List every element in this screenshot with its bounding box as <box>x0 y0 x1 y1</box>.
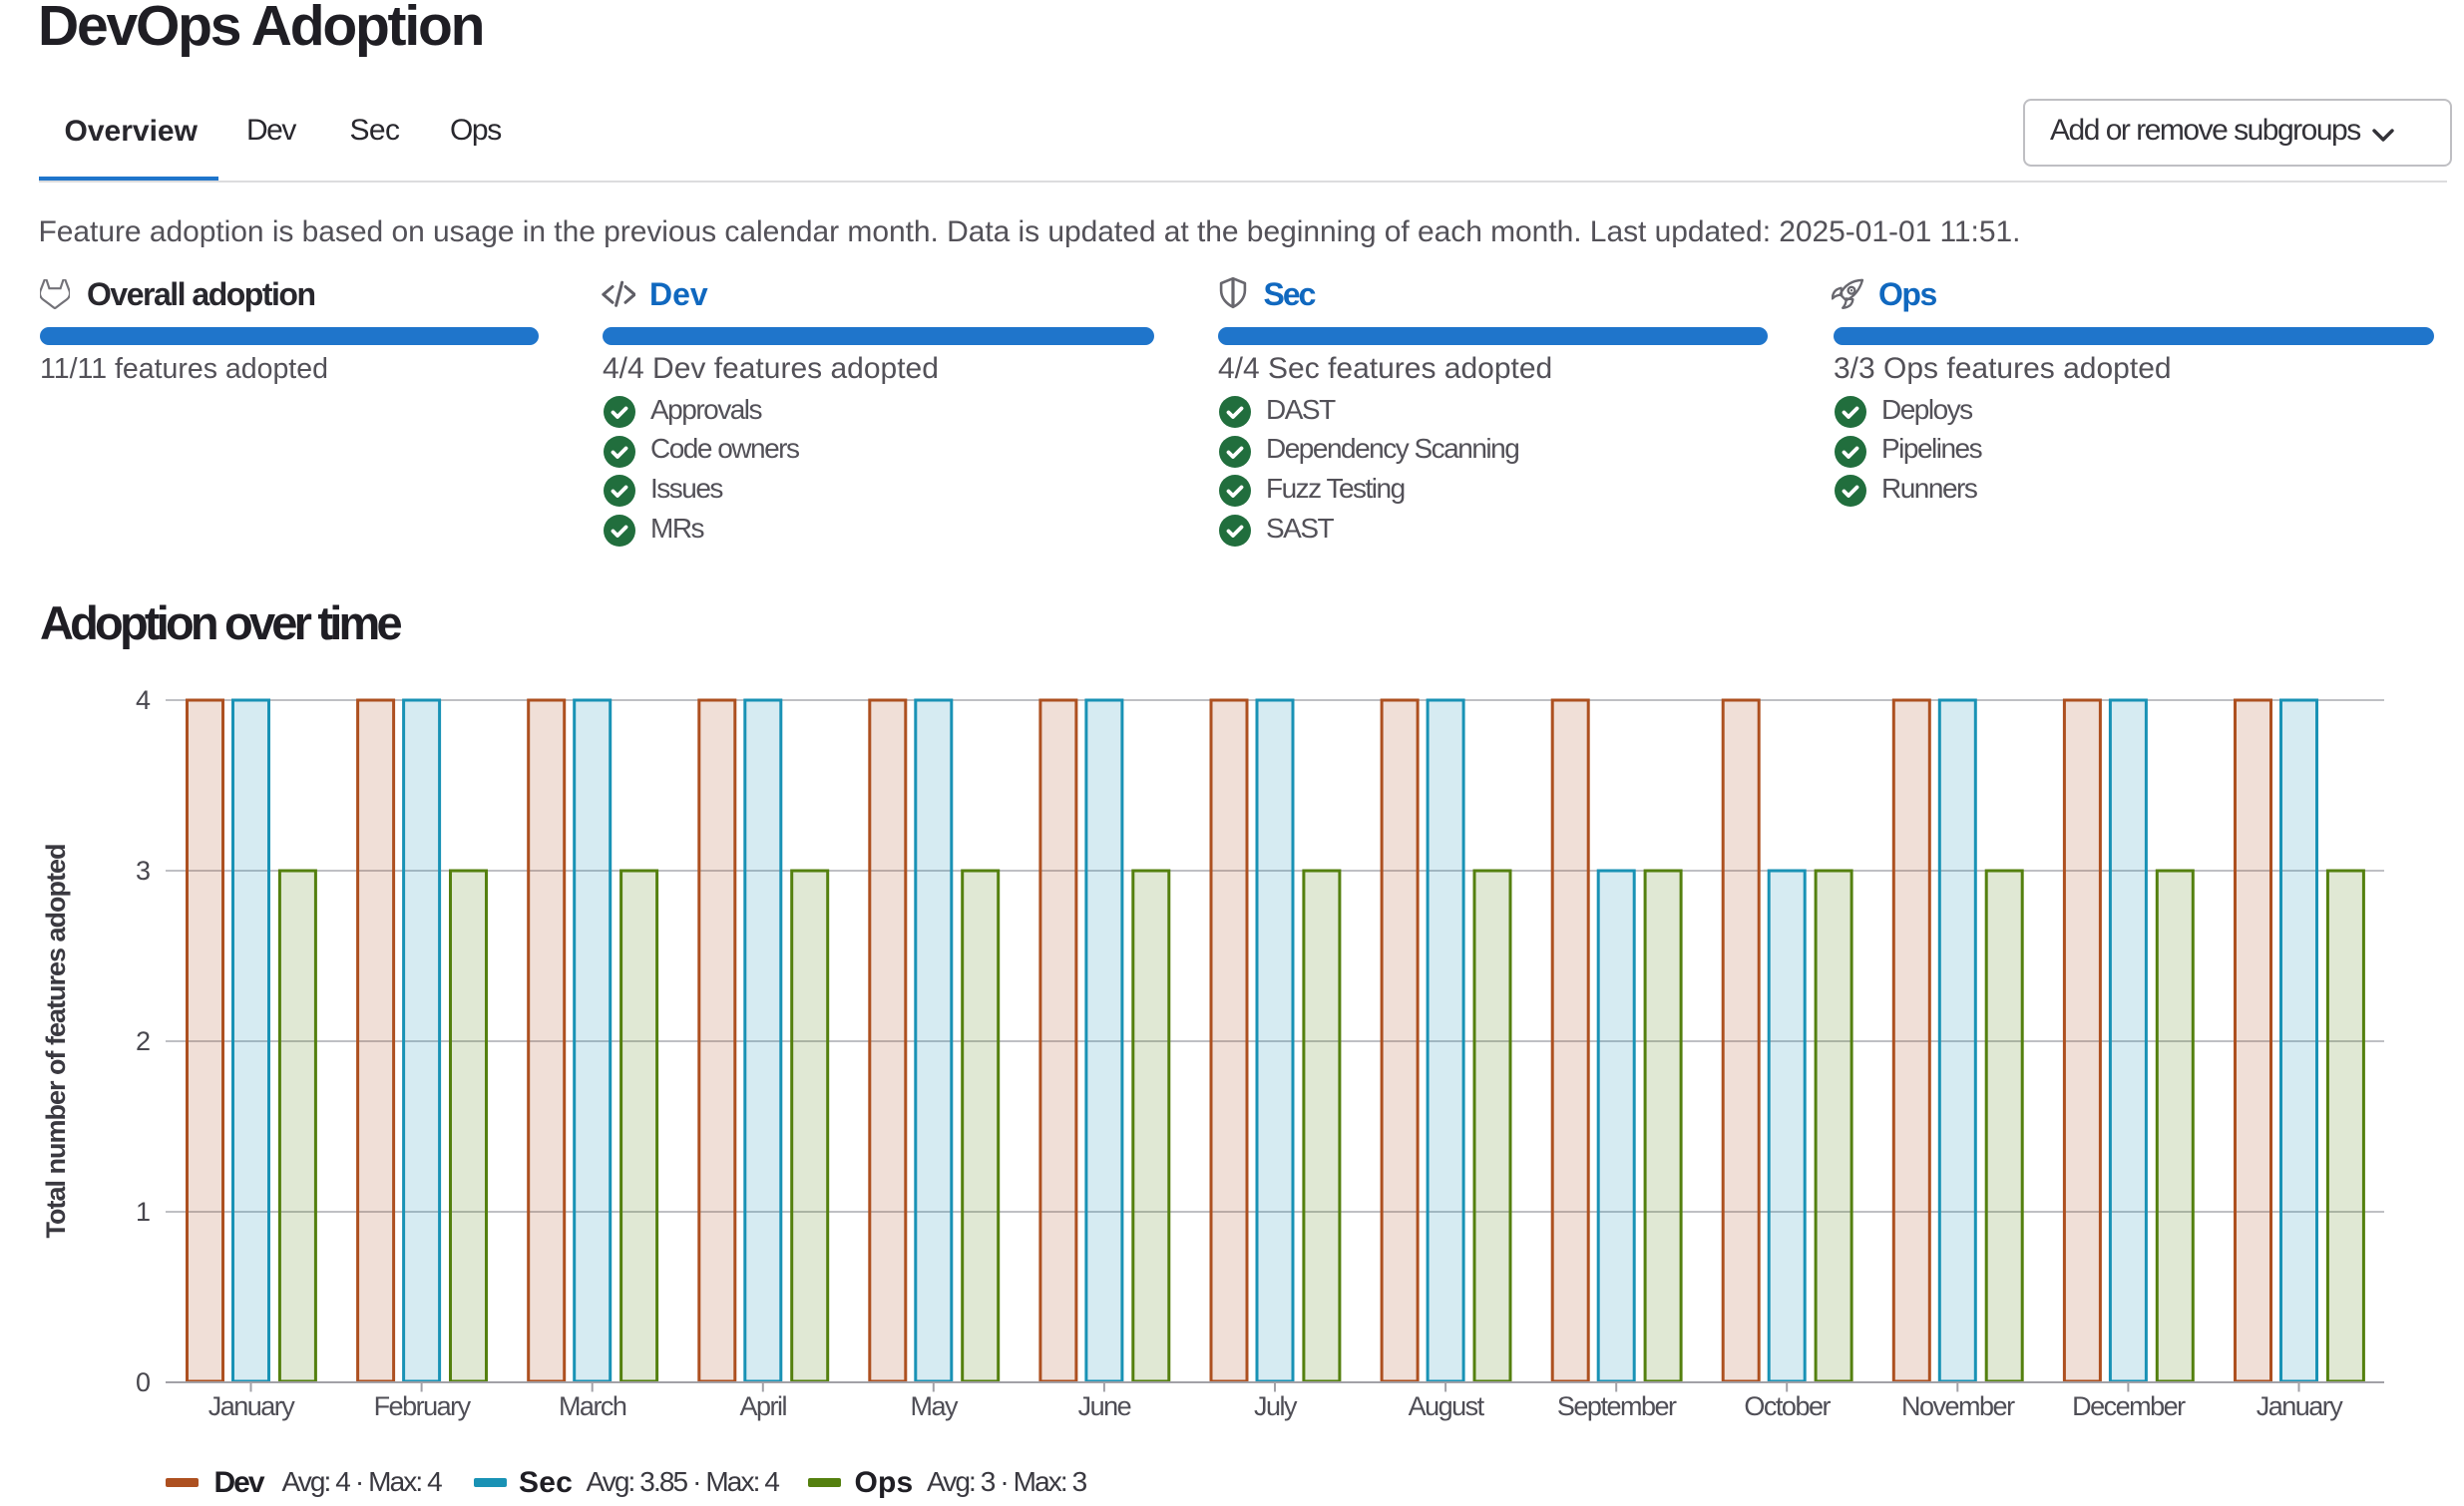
svg-text:2: 2 <box>136 1026 151 1056</box>
svg-text:1: 1 <box>136 1197 151 1227</box>
svg-text:Total number of features adopt: Total number of features adopted <box>41 844 71 1238</box>
svg-text:April: April <box>740 1391 787 1421</box>
svg-text:May: May <box>911 1391 960 1421</box>
svg-text:March: March <box>559 1391 626 1421</box>
svg-text:November: November <box>1901 1391 2015 1421</box>
svg-text:June: June <box>1078 1391 1131 1421</box>
svg-text:0: 0 <box>136 1367 151 1397</box>
svg-text:August: August <box>1409 1391 1485 1421</box>
svg-text:February: February <box>374 1391 472 1421</box>
svg-text:3: 3 <box>136 856 151 886</box>
svg-text:October: October <box>1744 1391 1831 1421</box>
svg-text:January: January <box>208 1391 296 1421</box>
svg-text:December: December <box>2072 1391 2186 1421</box>
svg-text:July: July <box>1254 1391 1298 1421</box>
svg-text:September: September <box>1557 1391 1677 1421</box>
svg-text:4: 4 <box>136 685 151 715</box>
svg-text:January: January <box>2257 1391 2344 1421</box>
